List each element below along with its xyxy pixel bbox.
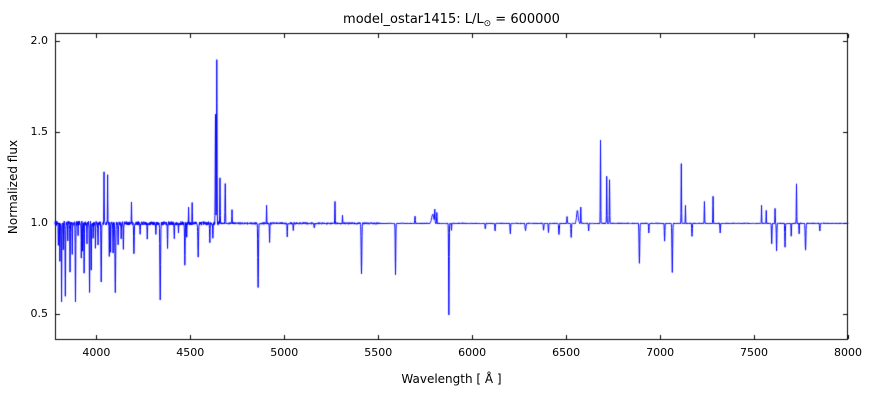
y-tick-label: 0.5 bbox=[30, 307, 49, 321]
x-tick-label: 4000 bbox=[82, 346, 111, 359]
x-tick-label: 7500 bbox=[740, 346, 769, 359]
y-tick-label: 2.0 bbox=[30, 34, 49, 48]
x-tick-label: 5500 bbox=[364, 346, 393, 359]
x-tick-label: 6500 bbox=[552, 346, 581, 359]
x-tick-label: 8000 bbox=[834, 346, 862, 359]
y-axis-label: Normalized flux bbox=[6, 139, 20, 235]
y-tick-label: 1.5 bbox=[30, 125, 49, 139]
y-tick-label: 1.0 bbox=[30, 216, 49, 230]
x-axis-label: Wavelength [ Å ] bbox=[401, 372, 502, 386]
x-tick-label: 6000 bbox=[458, 346, 487, 359]
x-tick-label: 4500 bbox=[176, 346, 205, 359]
x-tick-label: 7000 bbox=[646, 346, 675, 359]
x-tick-label: 5000 bbox=[270, 346, 299, 359]
